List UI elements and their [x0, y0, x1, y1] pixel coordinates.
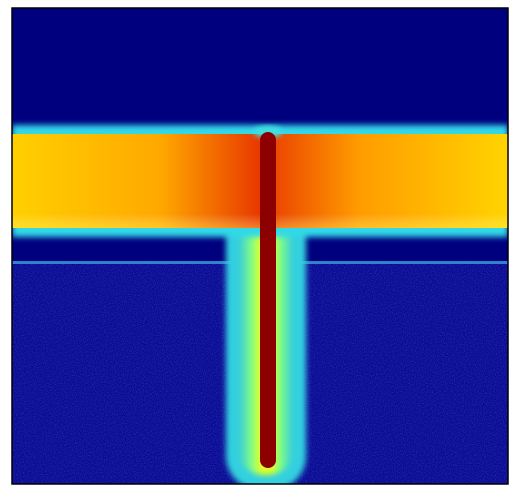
field — [12, 8, 508, 490]
rod — [260, 132, 276, 468]
image — [0, 0, 519, 494]
page — [0, 0, 519, 494]
